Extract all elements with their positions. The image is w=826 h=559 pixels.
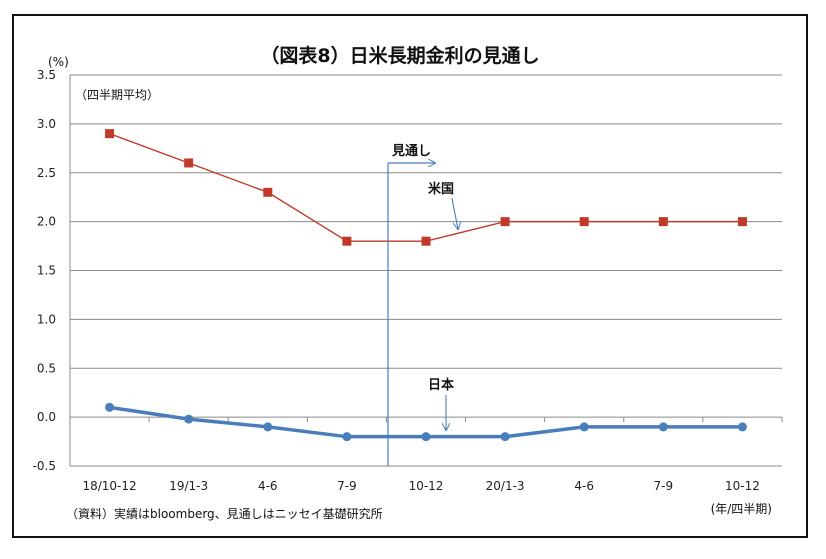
series-label-us: 米国	[428, 181, 454, 197]
x-tick-label: 20/1-3	[486, 479, 525, 493]
data-point-us	[421, 236, 431, 246]
data-point-us	[658, 217, 668, 227]
data-point-japan	[658, 422, 668, 432]
data-point-japan	[342, 432, 352, 442]
x-tick-label: 4-6	[258, 479, 278, 493]
data-point-us	[105, 129, 115, 139]
y-tick-label: -0.5	[33, 459, 56, 473]
data-point-japan	[737, 422, 747, 432]
x-tick-label: 7-9	[654, 479, 674, 493]
data-point-japan	[579, 422, 589, 432]
x-tick-label: 10-12	[409, 479, 444, 493]
y-tick-label: 3.0	[37, 117, 56, 131]
chart-subtitle: （四半期平均）	[75, 88, 159, 102]
data-point-japan	[421, 432, 431, 442]
series-label-japan: 日本	[428, 377, 454, 393]
chart-title: （図表8）日米長期金利の見通し	[260, 44, 539, 67]
grid-lines	[69, 74, 783, 467]
y-tick-label: 1.5	[37, 264, 56, 278]
source-note: （資料）実績はbloomberg、見通しはニッセイ基礎研究所	[66, 506, 383, 521]
x-tick-label: 19/1-3	[169, 479, 208, 493]
y-tick-label: 3.5	[37, 68, 56, 82]
y-axis-unit: (%)	[48, 55, 69, 69]
data-point-us	[184, 158, 194, 168]
series-group	[105, 129, 747, 442]
y-tick-label: 0.0	[37, 410, 56, 424]
forecast-label: 見通し	[391, 143, 431, 159]
y-tick-label: 1.0	[37, 312, 56, 326]
series-arrow-us	[451, 197, 458, 229]
data-point-us	[342, 236, 352, 246]
y-tick-label: 0.5	[37, 361, 56, 375]
data-point-japan	[105, 402, 115, 412]
data-point-japan	[263, 422, 273, 432]
data-point-us	[263, 187, 273, 197]
x-tick-label: 10-12	[725, 479, 760, 493]
data-point-us	[737, 217, 747, 227]
y-tick-label: 2.0	[37, 215, 56, 229]
y-axis-ticks: 3.5 3.0 2.5 2.0 1.5 1.0 0.5 0.0 -0.5	[33, 68, 56, 473]
x-axis-unit: (年/四半期)	[711, 502, 772, 516]
y-tick-label: 2.5	[37, 166, 56, 180]
data-point-us	[579, 217, 589, 227]
data-point-japan	[500, 432, 510, 442]
x-axis-ticks: 18/10-12 19/1-3 4-6 7-9 10-12 20/1-3 4-6 7-9 10-…	[82, 479, 759, 493]
data-point-japan	[184, 414, 194, 424]
x-tick-label: 7-9	[337, 479, 357, 493]
x-tick-label: 18/10-12	[82, 479, 136, 493]
x-tick-label: 4-6	[574, 479, 594, 493]
data-point-us	[500, 217, 510, 227]
chart-frame	[12, 14, 808, 538]
